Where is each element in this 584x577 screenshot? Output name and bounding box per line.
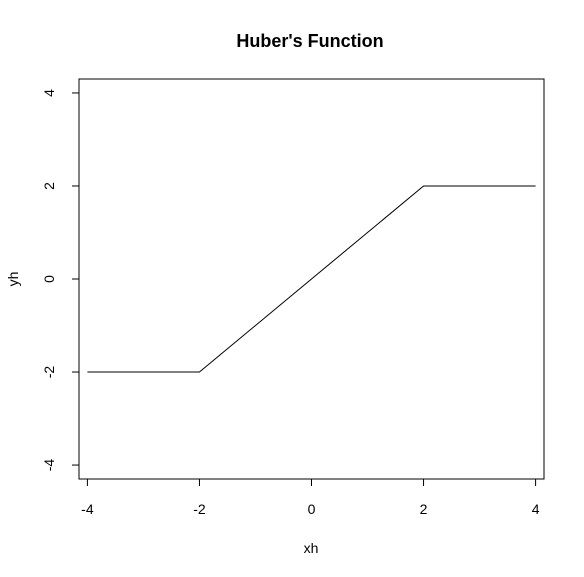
x-tick-label: 4 (532, 501, 540, 517)
y-tick-label: 0 (41, 275, 57, 283)
x-tick-label: -2 (193, 501, 206, 517)
y-axis: -4 -2 0 2 4 (41, 89, 80, 472)
y-tick-label: 2 (41, 182, 57, 190)
x-tick-label: 2 (420, 501, 428, 517)
y-tick-label: 4 (41, 89, 57, 97)
series-layer (87, 185, 536, 373)
y-tick-label: -2 (41, 366, 57, 379)
y-axis-label: yh (5, 272, 21, 287)
x-tick-label: 0 (308, 501, 316, 517)
x-axis: -4 -2 0 2 4 (81, 478, 540, 517)
x-tick-label: -4 (81, 501, 94, 517)
x-axis-label: xh (304, 540, 319, 556)
chart-title: Huber's Function (236, 31, 383, 51)
series-line (87, 185, 536, 373)
y-tick-label: -4 (41, 459, 57, 472)
